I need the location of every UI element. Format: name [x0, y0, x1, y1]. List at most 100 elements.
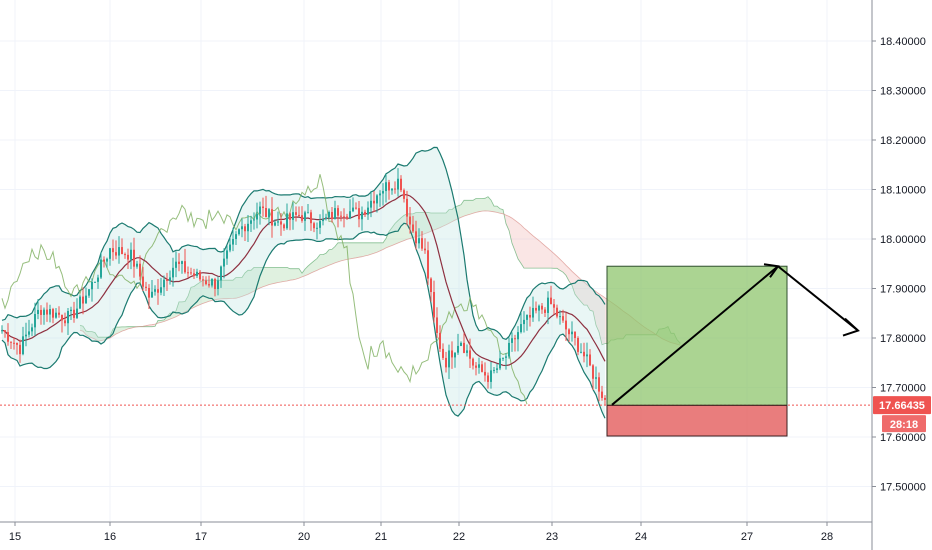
x-tick-label: 20: [298, 531, 310, 543]
cloud-segment: [515, 220, 518, 259]
candle-body: [472, 358, 474, 366]
cloud-segment: [383, 238, 386, 250]
candle-body: [538, 305, 540, 311]
cloud-segment: [404, 213, 407, 241]
cloud-segment: [476, 198, 479, 213]
cloud-segment: [80, 325, 83, 332]
candle-body: [331, 211, 333, 220]
candle-body: [196, 271, 198, 276]
cloud-segment: [521, 225, 524, 269]
cloud-segment: [380, 242, 383, 251]
cloud-segment: [533, 235, 536, 269]
candle-body: [316, 227, 318, 229]
candle-body: [406, 198, 408, 217]
candle-body: [502, 357, 504, 359]
cloud-segment: [497, 206, 500, 214]
cloud-segment: [272, 267, 275, 284]
candle-body: [256, 213, 258, 220]
candle-body: [163, 279, 165, 288]
cloud-segment: [236, 277, 239, 299]
candle-body: [43, 309, 45, 315]
candle-body: [310, 212, 312, 224]
candle-body: [136, 263, 138, 267]
y-tick-label: 18.40000: [880, 36, 926, 48]
x-tick-label: 17: [195, 531, 207, 543]
candle-body: [85, 295, 87, 304]
candle-body: [52, 309, 54, 318]
cloud-segment: [560, 259, 563, 273]
cloud-segment: [416, 212, 419, 237]
candle-body: [19, 344, 21, 355]
candle-body: [319, 221, 321, 228]
cloud-segment: [467, 200, 470, 216]
y-tick-label: 17.70000: [880, 383, 926, 395]
candle-body: [10, 341, 12, 343]
candle-body: [298, 214, 300, 216]
candle-body: [67, 311, 69, 324]
cloud-segment: [227, 280, 230, 299]
candle-body: [181, 261, 183, 264]
candle-body: [97, 277, 99, 282]
candle-body: [247, 223, 249, 232]
candle-body: [139, 263, 141, 277]
y-tick-label: 18.30000: [880, 86, 926, 98]
cloud-segment: [224, 280, 227, 299]
cloud-segment: [275, 267, 278, 284]
candle-body: [289, 213, 291, 220]
candle-body: [487, 375, 489, 382]
cloud-segment: [278, 267, 281, 283]
candle-body: [214, 278, 216, 290]
cloud-segment: [179, 301, 182, 316]
x-tick-label: 28: [821, 531, 833, 543]
candle-body: [544, 309, 546, 313]
projection-arrow[interactable]: [611, 263, 860, 406]
candle-body: [91, 281, 93, 290]
cloud-segment: [332, 246, 335, 265]
candle-body: [244, 226, 246, 232]
cloud-segment: [590, 287, 593, 312]
candle-body: [598, 377, 600, 392]
cloud-segment: [203, 280, 206, 304]
candle-body: [394, 188, 396, 190]
cloud-segment: [482, 198, 485, 212]
cloud-segment: [374, 242, 377, 254]
cloud-segment: [386, 231, 389, 248]
candle-body: [352, 207, 354, 212]
cloud-segment: [239, 277, 242, 298]
candle-body: [88, 289, 90, 296]
cloud-segment: [488, 196, 491, 212]
candle-body: [4, 330, 6, 333]
candle-body: [205, 280, 207, 285]
candle-body: [199, 271, 201, 280]
cloud-segment: [254, 267, 257, 292]
candle-body: [160, 287, 162, 293]
cloud-segment: [539, 240, 542, 269]
cloud-segment: [530, 233, 533, 269]
candle-body: [577, 338, 579, 352]
x-tick-label: 27: [741, 531, 753, 543]
candle-body: [118, 247, 120, 256]
candle-body: [475, 365, 477, 368]
x-tick-label: 24: [635, 531, 647, 543]
countdown-value: 28:18: [890, 419, 918, 431]
cloud-segment: [473, 198, 476, 214]
candle-body: [115, 252, 117, 256]
cloud-segment: [290, 268, 293, 281]
long-position-tool[interactable]: [0, 265, 872, 437]
y-tick-label: 17.90000: [880, 284, 926, 296]
candle-body: [535, 307, 537, 311]
candle-body: [145, 286, 147, 288]
cloud-segment: [284, 267, 287, 282]
candle-body: [388, 182, 390, 191]
candle-body: [220, 266, 222, 281]
cloud-segment: [485, 196, 488, 212]
candle-body: [355, 207, 357, 209]
candle-body: [448, 350, 450, 368]
cloud-segment: [188, 287, 191, 311]
cloud-segment: [449, 209, 452, 224]
cloud-segment: [551, 250, 554, 269]
candle-body: [109, 248, 111, 259]
candle-body: [604, 397, 606, 400]
cloud-segment: [344, 242, 347, 261]
